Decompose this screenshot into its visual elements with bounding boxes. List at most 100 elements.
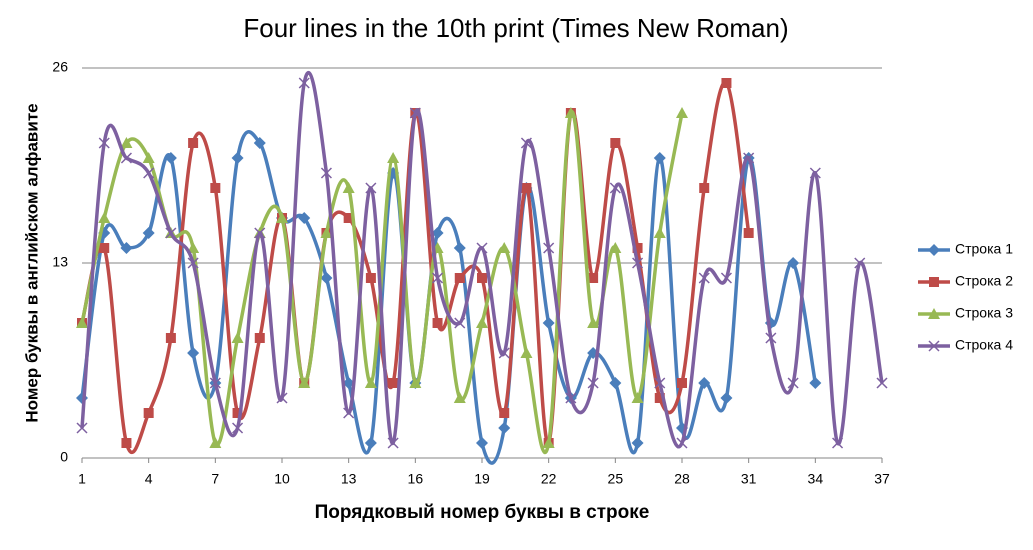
marker bbox=[609, 182, 621, 194]
marker bbox=[165, 333, 176, 343]
marker bbox=[120, 152, 132, 164]
marker bbox=[431, 227, 444, 239]
marker bbox=[477, 273, 487, 283]
x-tick-label: 16 bbox=[408, 471, 424, 487]
x-tick-label: 13 bbox=[341, 471, 357, 487]
marker bbox=[120, 242, 133, 254]
marker bbox=[654, 377, 666, 389]
marker bbox=[609, 377, 622, 389]
marker bbox=[343, 213, 354, 223]
marker bbox=[164, 152, 177, 164]
marker bbox=[498, 347, 510, 359]
marker bbox=[387, 437, 399, 449]
marker bbox=[631, 437, 644, 449]
marker bbox=[276, 212, 288, 223]
marker bbox=[743, 152, 755, 164]
marker bbox=[254, 333, 265, 343]
marker bbox=[676, 107, 688, 118]
marker bbox=[743, 228, 754, 238]
marker bbox=[520, 347, 533, 358]
marker bbox=[342, 377, 355, 389]
marker bbox=[632, 243, 643, 253]
legend-label: Строка 4 bbox=[955, 337, 1013, 353]
marker bbox=[610, 138, 621, 148]
marker bbox=[76, 317, 88, 328]
series-line bbox=[80, 80, 751, 454]
marker bbox=[787, 377, 799, 389]
chart-title: Four lines in the 10th print (Times New … bbox=[243, 13, 788, 43]
marker bbox=[298, 77, 310, 89]
marker bbox=[765, 332, 777, 344]
x-tick-label: 31 bbox=[741, 471, 757, 487]
marker bbox=[210, 183, 221, 193]
marker bbox=[209, 377, 221, 389]
marker bbox=[276, 392, 288, 404]
marker bbox=[654, 393, 665, 403]
marker bbox=[143, 167, 155, 179]
y-tick-label: 13 bbox=[52, 254, 68, 270]
x-tick-label: 34 bbox=[808, 471, 824, 487]
marker bbox=[809, 377, 822, 389]
marker bbox=[653, 152, 666, 164]
marker bbox=[76, 422, 88, 434]
marker bbox=[453, 392, 466, 403]
marker bbox=[476, 242, 488, 254]
marker bbox=[876, 377, 888, 389]
marker bbox=[232, 422, 244, 434]
marker bbox=[188, 138, 199, 148]
marker bbox=[142, 152, 155, 163]
marker bbox=[365, 273, 376, 283]
marker bbox=[165, 227, 177, 239]
marker bbox=[542, 437, 555, 448]
marker bbox=[632, 257, 644, 269]
marker bbox=[298, 212, 311, 224]
marker bbox=[187, 257, 199, 269]
marker bbox=[698, 377, 711, 389]
marker bbox=[364, 437, 377, 449]
marker bbox=[453, 242, 466, 254]
marker bbox=[677, 378, 687, 388]
marker bbox=[231, 152, 244, 164]
marker bbox=[231, 332, 244, 343]
x-tick-label: 37 bbox=[874, 471, 890, 487]
legend-marker bbox=[928, 340, 940, 352]
marker bbox=[520, 137, 532, 149]
marker bbox=[432, 272, 444, 284]
legend-marker bbox=[928, 244, 940, 256]
marker bbox=[720, 272, 732, 284]
marker bbox=[121, 438, 132, 448]
legend-marker bbox=[929, 277, 939, 287]
x-tick-label: 10 bbox=[274, 471, 290, 487]
marker bbox=[298, 377, 311, 388]
marker bbox=[387, 152, 400, 163]
marker bbox=[699, 183, 710, 193]
marker bbox=[365, 182, 377, 194]
marker bbox=[587, 377, 599, 389]
marker bbox=[76, 392, 88, 404]
marker bbox=[698, 272, 710, 284]
y-tick-label: 0 bbox=[60, 449, 68, 465]
marker bbox=[631, 392, 644, 403]
marker bbox=[143, 408, 154, 418]
marker bbox=[454, 273, 465, 283]
marker bbox=[588, 273, 599, 283]
marker bbox=[720, 392, 733, 404]
marker bbox=[676, 437, 688, 449]
marker bbox=[320, 227, 333, 238]
marker bbox=[432, 318, 443, 328]
marker bbox=[254, 227, 266, 239]
y-tick-label: 26 bbox=[52, 59, 68, 75]
marker bbox=[499, 408, 510, 418]
legend-label: Строка 3 bbox=[955, 305, 1013, 321]
marker bbox=[564, 107, 577, 118]
marker bbox=[409, 377, 422, 388]
marker bbox=[542, 317, 555, 329]
marker bbox=[476, 317, 488, 328]
marker bbox=[342, 182, 355, 193]
legend-marker bbox=[928, 308, 940, 319]
marker bbox=[120, 137, 133, 148]
marker bbox=[832, 437, 844, 449]
y-axis-label: Номер буквы в английском алфавите bbox=[22, 103, 41, 422]
x-tick-label: 4 bbox=[145, 471, 153, 487]
marker bbox=[253, 137, 266, 149]
